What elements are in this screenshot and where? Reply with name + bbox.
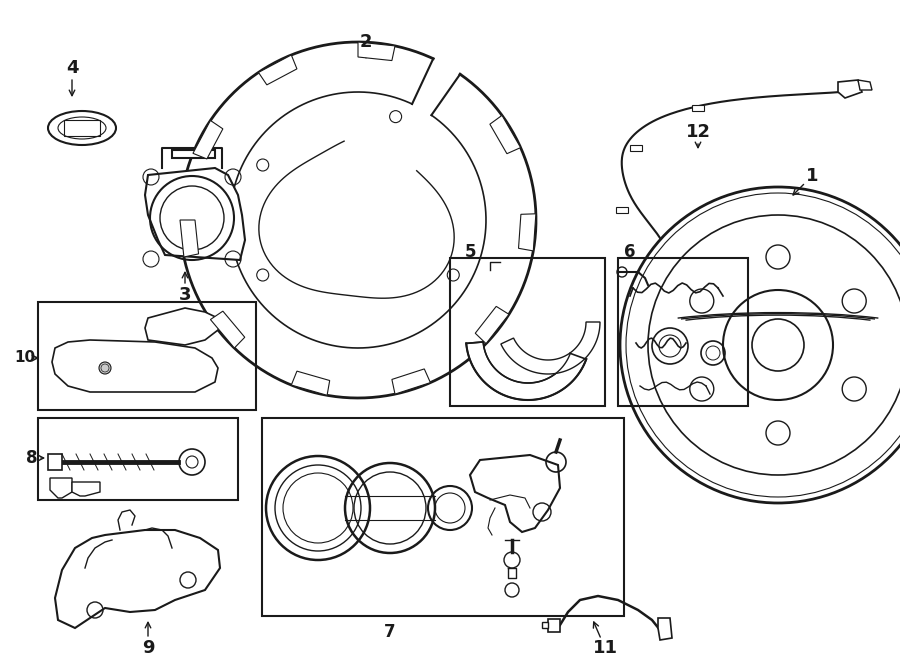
Polygon shape xyxy=(858,80,872,90)
Circle shape xyxy=(99,362,111,374)
Text: 6: 6 xyxy=(625,243,635,261)
Text: 9: 9 xyxy=(142,639,154,657)
Polygon shape xyxy=(630,145,642,151)
Text: 7: 7 xyxy=(384,623,396,641)
Polygon shape xyxy=(475,307,509,344)
Polygon shape xyxy=(72,482,100,496)
Polygon shape xyxy=(518,214,536,251)
Text: 1: 1 xyxy=(806,167,818,185)
Bar xyxy=(618,258,748,406)
Polygon shape xyxy=(470,455,560,532)
Bar xyxy=(38,302,256,410)
Polygon shape xyxy=(692,105,704,111)
Polygon shape xyxy=(392,369,430,394)
Polygon shape xyxy=(50,478,72,498)
Polygon shape xyxy=(501,322,600,374)
Text: 5: 5 xyxy=(464,243,476,261)
Polygon shape xyxy=(542,622,548,628)
Text: 10: 10 xyxy=(14,350,36,366)
Text: 2: 2 xyxy=(360,33,373,51)
Polygon shape xyxy=(145,308,222,345)
Polygon shape xyxy=(145,168,245,260)
Polygon shape xyxy=(292,371,329,395)
Text: 12: 12 xyxy=(686,123,710,141)
Polygon shape xyxy=(52,340,218,392)
Polygon shape xyxy=(658,618,672,640)
Polygon shape xyxy=(258,55,297,85)
Polygon shape xyxy=(48,454,62,470)
Text: 3: 3 xyxy=(179,286,191,304)
Text: 11: 11 xyxy=(592,639,617,657)
Text: 8: 8 xyxy=(26,449,38,467)
Polygon shape xyxy=(180,220,199,257)
Polygon shape xyxy=(548,619,560,632)
Polygon shape xyxy=(172,150,215,158)
Bar xyxy=(450,258,605,406)
Polygon shape xyxy=(490,116,520,154)
Polygon shape xyxy=(616,207,628,213)
Polygon shape xyxy=(358,42,395,61)
Bar xyxy=(38,418,238,500)
Polygon shape xyxy=(211,311,245,348)
Polygon shape xyxy=(466,342,586,400)
Polygon shape xyxy=(838,80,862,98)
Bar xyxy=(262,418,624,616)
Polygon shape xyxy=(193,120,223,159)
Polygon shape xyxy=(55,530,220,628)
Bar xyxy=(64,120,100,136)
Text: 4: 4 xyxy=(66,59,78,77)
